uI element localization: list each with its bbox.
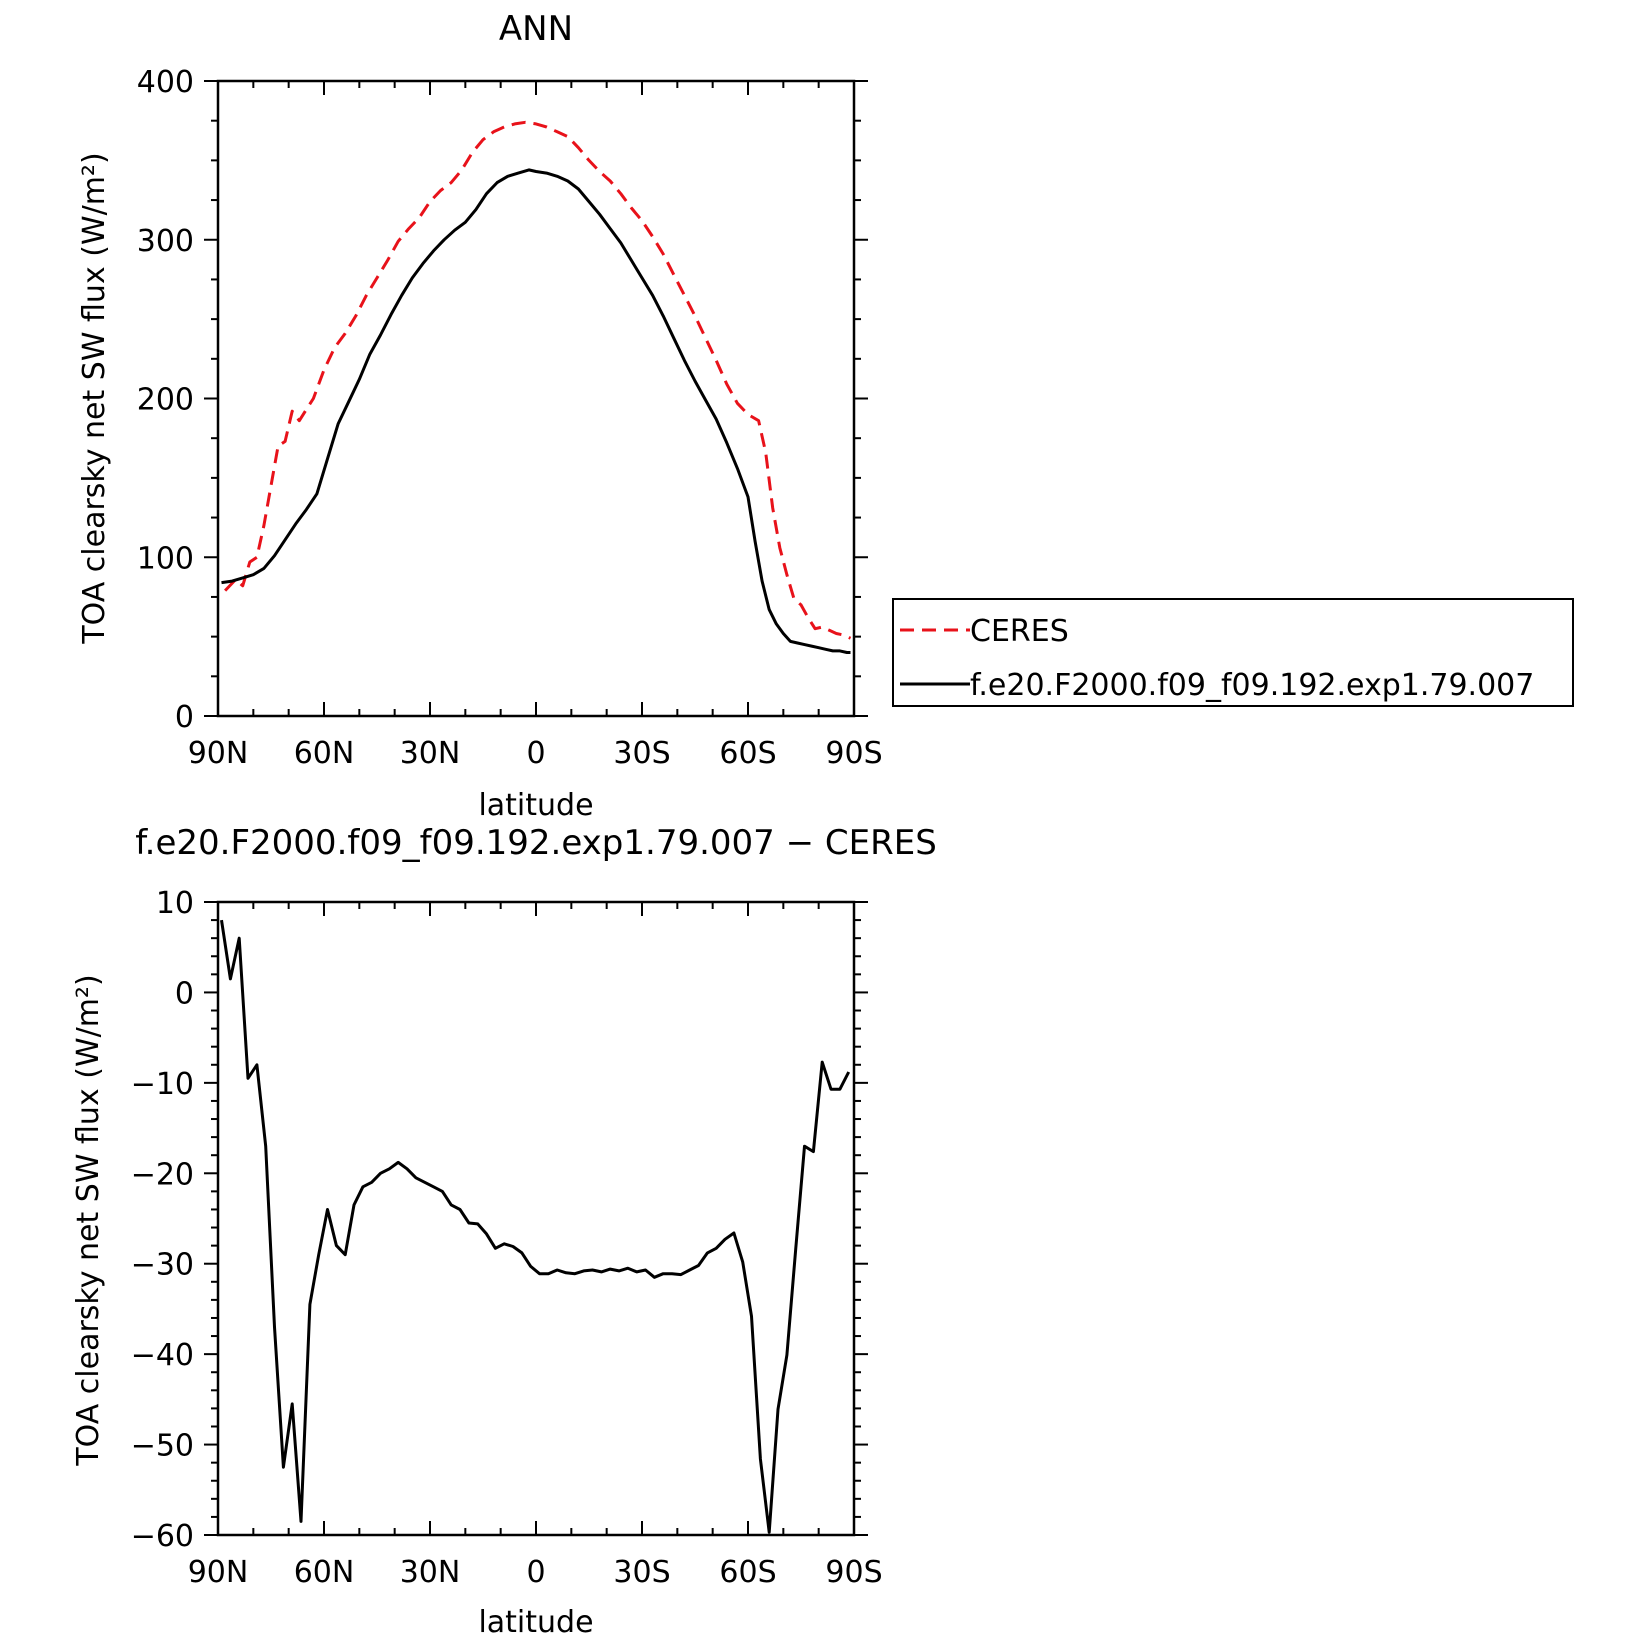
bottom-x-tick-label: 30N (400, 1555, 461, 1590)
legend-entry-ceres: CERES (970, 614, 1069, 649)
top-series-line-1 (221, 168, 851, 654)
top-x-tick-label: 60N (294, 736, 355, 771)
legend: CERES f.e20.F2000.f09_f09.192.exp1.79.00… (892, 598, 1574, 707)
bottom-x-tick-label: 0 (526, 1555, 545, 1590)
difference-panel: f.e20.F2000.f09_f09.192.exp1.79.007 − CE… (71, 823, 937, 1640)
bottom-y-tick-label: −40 (131, 1338, 194, 1373)
bottom-x-tick-label: 60S (719, 1555, 776, 1590)
bottom-x-tick-label: 90S (825, 1555, 882, 1590)
bottom-chart-title: f.e20.F2000.f09_f09.192.exp1.79.007 − CE… (135, 823, 937, 863)
legend-entry-model: f.e20.F2000.f09_f09.192.exp1.79.007 (970, 668, 1534, 703)
top-x-tick-label: 30N (400, 736, 461, 771)
bottom-y-tick-label: −60 (131, 1519, 194, 1554)
top-chart-x-axis-label: latitude (478, 788, 593, 823)
bottom-x-tick-label: 60N (294, 1555, 355, 1590)
bottom-chart-y-axis-label: TOA clearsky net SW flux (W/m²) (71, 974, 106, 1466)
top-x-tick-label: 90S (825, 736, 882, 771)
bottom-x-tick-label: 30S (613, 1555, 670, 1590)
bottom-y-tick-label: −30 (131, 1248, 194, 1283)
top-series-line-0 (224, 120, 852, 640)
top-x-tick-label: 90N (188, 736, 249, 771)
top-y-tick-label: 100 (137, 541, 194, 576)
top-y-tick-label: 300 (137, 224, 194, 259)
top-chart-y-axis-label: TOA clearsky net SW flux (W/m²) (77, 152, 112, 644)
top-y-tick-label: 400 (137, 65, 194, 100)
bottom-chart-x-axis-label: latitude (478, 1605, 593, 1640)
top-y-tick-label: 200 (137, 383, 194, 418)
bottom-y-tick-label: −50 (131, 1429, 194, 1464)
legend-box (892, 598, 1574, 707)
top-chart-axes: 90N 60N 30N 0 30S 60S 90S 0 100 200 300 400 (137, 65, 883, 771)
bottom-chart-axes: 90N 60N 30N 0 30S 60S 90S −60 −50 −40 −30 −20 −10 0 10 (131, 886, 883, 1590)
top-x-tick-label: 0 (526, 736, 545, 771)
top-x-tick-label: 60S (719, 736, 776, 771)
top-chart-title: ANN (499, 9, 573, 49)
bottom-series-line-0 (220, 919, 851, 1534)
top-x-tick-label: 30S (613, 736, 670, 771)
bottom-y-tick-label: 0 (175, 976, 194, 1011)
bottom-x-tick-label: 90N (188, 1555, 249, 1590)
bottom-y-tick-label: 10 (156, 886, 194, 921)
bottom-y-tick-label: −20 (131, 1157, 194, 1192)
climatology-panel: ANN 90N 60N 30N 0 30S 60S 90S 0 100 200 300 400 lat… (77, 9, 883, 823)
bottom-chart-series (220, 919, 851, 1534)
top-y-tick-label: 0 (175, 700, 194, 735)
bottom-y-tick-label: −10 (131, 1067, 194, 1102)
top-chart-series (221, 120, 852, 654)
